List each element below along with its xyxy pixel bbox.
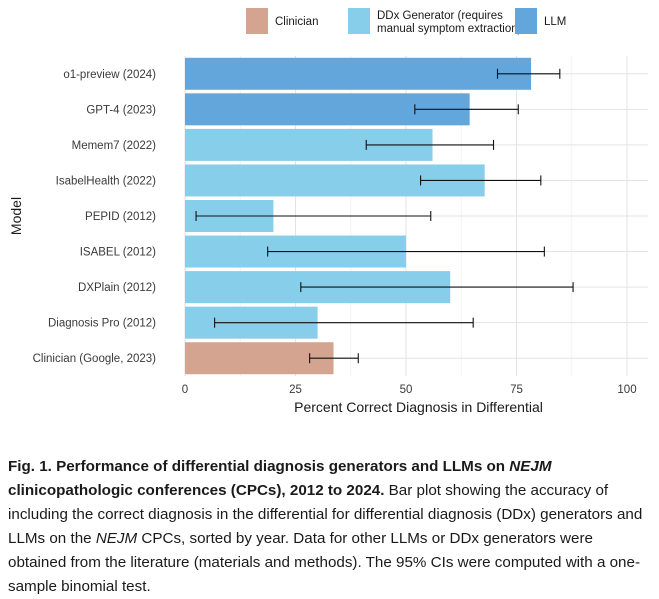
category-label: Diagnosis Pro (2012) [48,318,156,330]
legend-swatch [515,8,537,34]
caption-title: Fig. 1. Performance of differential diag… [8,458,551,499]
caption-body-journal: NEJM [95,530,138,548]
legend-label: Clinician [275,16,318,28]
category-label: o1-preview (2024) [63,69,156,81]
category-label: DXPlain (2012) [78,282,156,294]
chart-figure: o1-preview (2024) GPT-4 (2023) Memem7 (202… [8,8,648,415]
category-label: GPT-4 (2023) [86,104,156,116]
y-axis-title: Model [8,197,24,235]
x-tick-label: 100 [617,384,636,396]
bar [185,342,334,375]
category-label: PEPID (2012) [85,211,156,223]
caption-title-journal: NEJM [509,458,552,476]
caption-body-part: Bar plot showing the accuracy of includi… [8,482,643,548]
category-label: IsabelHealth (2022) [56,175,157,187]
figure-caption: Fig. 1. Performance of differential diag… [8,455,654,599]
x-tick-label: 25 [289,384,302,396]
x-tick-label: 50 [400,384,413,396]
legend-label: manual symptom extraction) [377,23,522,35]
caption-title-part: clinicopathologic conferences (CPCs), 20… [8,482,385,500]
x-tick-label: 75 [510,384,523,396]
category-label: Clinician (Google, 2023) [33,353,157,365]
caption-title-part: Fig. 1. Performance of differential diag… [8,458,510,476]
bar-chart: o1-preview (2024) GPT-4 (2023) Memem7 (202… [8,8,648,415]
bar [185,57,532,90]
category-label: Memem7 (2022) [72,140,157,152]
legend-swatch [348,8,370,34]
legend-swatch [246,8,268,34]
legend-label: DDx Generator (requires [377,10,503,22]
legend-label: LLM [544,16,566,28]
category-label: ISABEL (2012) [80,247,156,259]
x-tick-label: 0 [182,384,188,396]
x-axis-title: Percent Correct Diagnosis in Differentia… [294,399,543,415]
